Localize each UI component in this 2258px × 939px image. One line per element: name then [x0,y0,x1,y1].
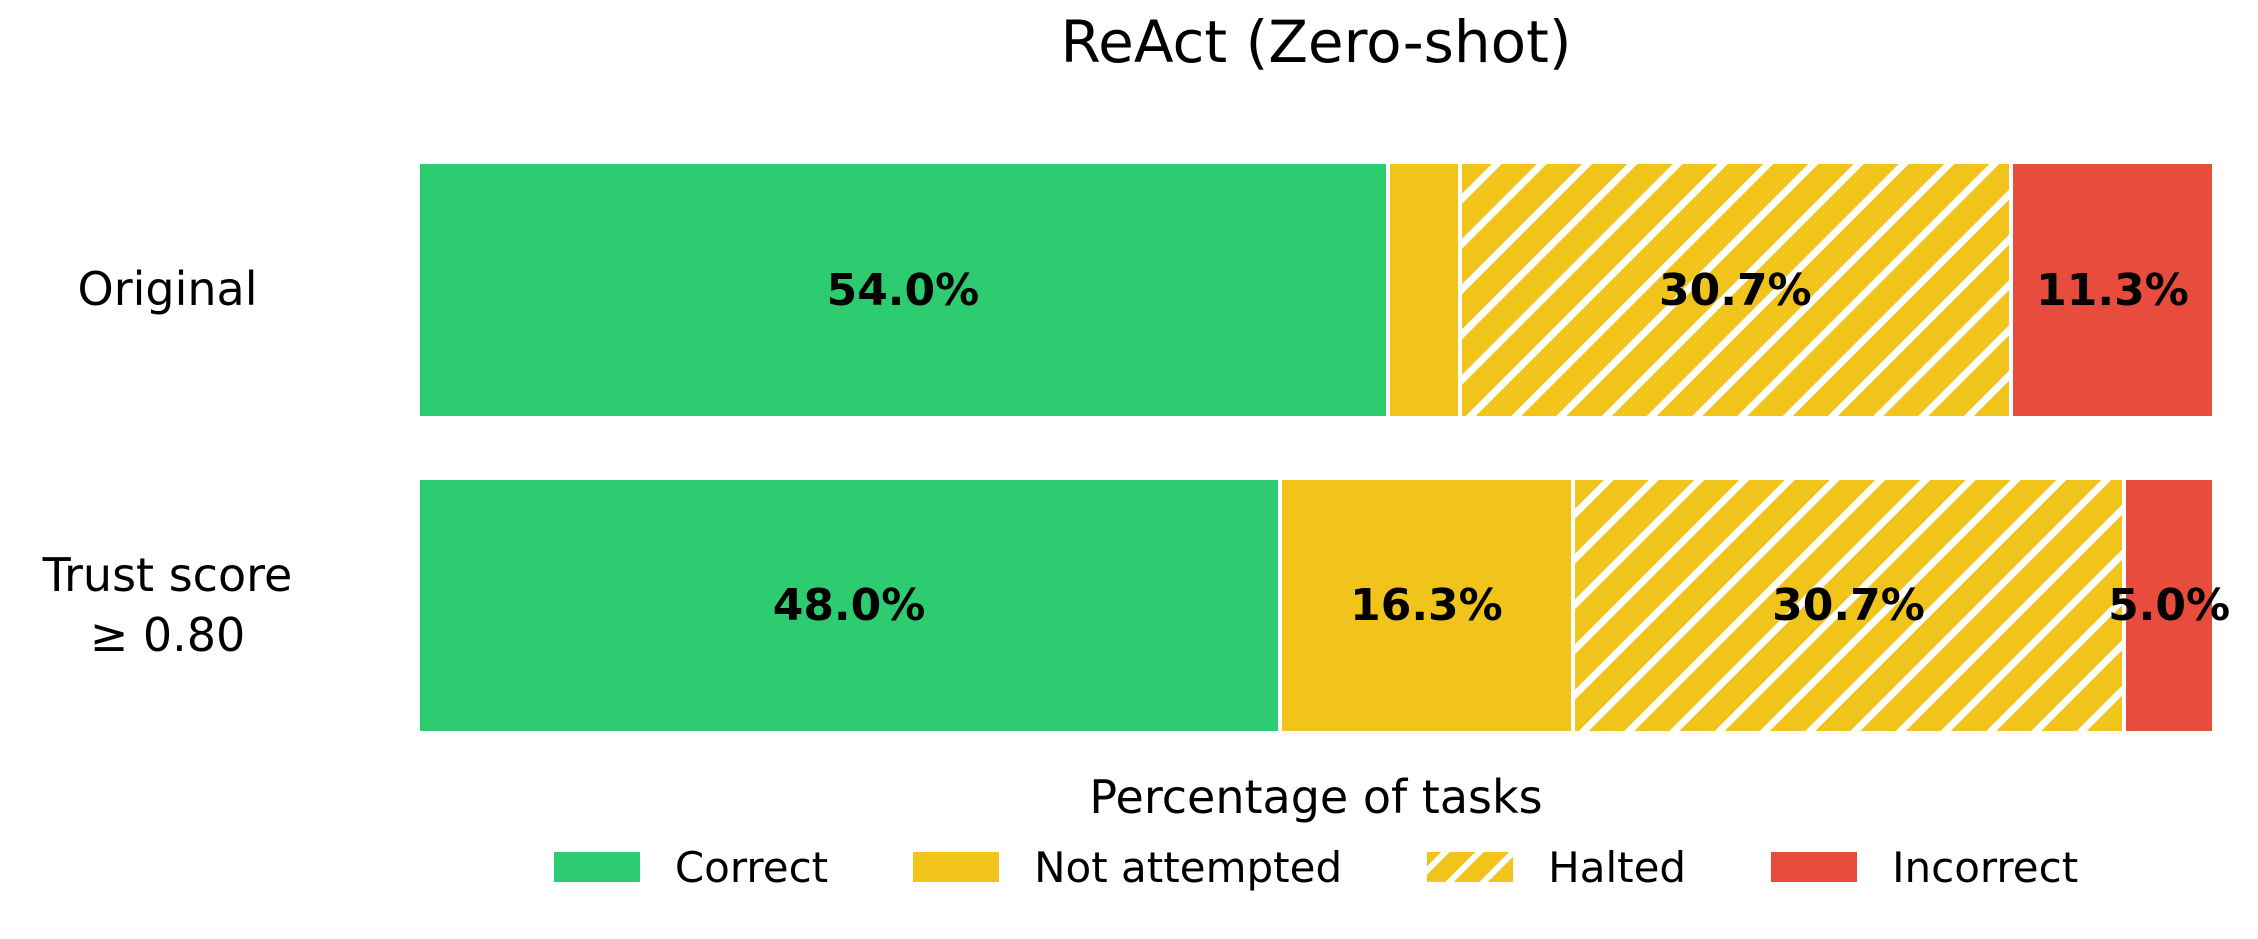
segment-value-label: 16.3% [1350,580,1503,631]
legend-item-halted: Halted [1427,843,1686,892]
segment-correct: 48.0% [418,478,1281,733]
bar-trust-score: 48.0% 16.3% 30.7% 5.0% [418,478,2230,733]
category-label-original: Original [77,262,258,317]
legend-swatch-halted-hatched-icon [1427,852,1514,882]
x-axis-label: Percentage of tasks [1089,770,1543,824]
chart-title: ReAct (Zero-shot) [1060,8,1572,76]
segment-value-label: 48.0% [772,580,926,631]
bar-original: 54.0% 30.7% 11.3% [418,162,2214,418]
category-label-trust-score: Trust score ≥ 0.80 [42,547,293,662]
segment-value-label: 5.0% [2108,580,2231,631]
segment-correct: 54.0% [418,162,1388,418]
legend-item-not-attempted: Not attempted [913,843,1342,892]
legend-swatch-not-attempted-icon [913,852,1000,882]
legend-item-incorrect: Incorrect [1771,843,2078,892]
segment-incorrect: 11.3% [2011,162,2214,418]
legend-label: Halted [1548,842,1687,892]
segment-halted: 30.7% [1572,478,2125,733]
legend-label: Correct [674,842,829,892]
segment-not-attempted [1387,162,1460,418]
legend-label: Incorrect [1892,842,2079,892]
segment-value-label: 11.3% [2036,264,2189,316]
segment-incorrect: 5.0% [2108,478,2230,733]
legend-label: Not attempted [1034,842,1343,892]
segment-halted: 30.7% [1459,162,2012,418]
segment-value-label: 54.0% [826,264,980,316]
legend-swatch-correct-icon [553,852,640,882]
legend-item-correct: Correct [553,842,829,892]
legend: Correct Not attempted Halted Incorrect [418,841,2214,893]
segment-not-attempted: 16.3% [1280,478,1573,733]
segment-value-label: 30.7% [1659,264,1812,316]
segment-value-label: 30.7% [1772,580,1925,631]
legend-swatch-incorrect-icon [1771,852,1858,882]
